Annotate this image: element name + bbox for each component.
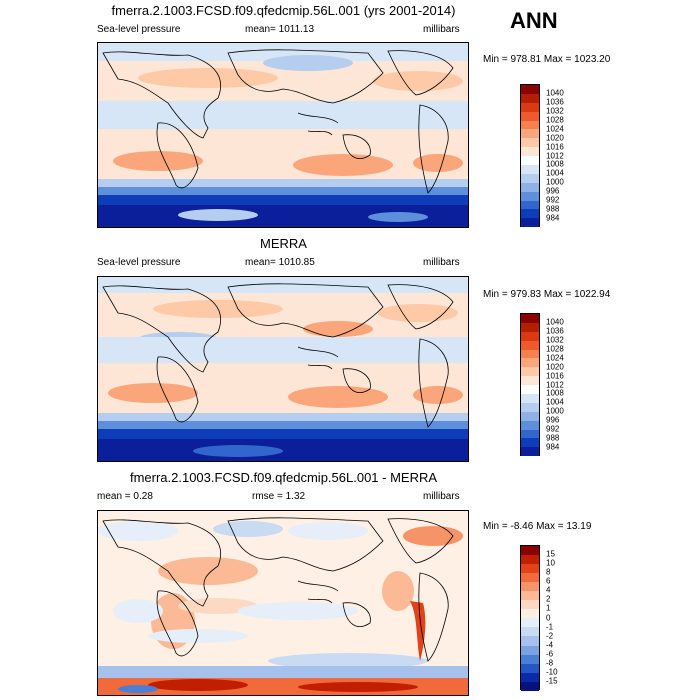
- colorbar-tick-label: 1020: [546, 133, 564, 143]
- panel2-colorbar: [520, 313, 540, 457]
- colorbar-tick-label: 8: [546, 567, 551, 577]
- colorbar-tick-label: 1016: [546, 371, 564, 381]
- panel1-colorbar: [520, 84, 540, 228]
- panel2-mean-label: mean= 1010.85: [245, 257, 315, 268]
- panel2-title: MERRA: [260, 236, 307, 251]
- colorbar-tick-label: 996: [546, 415, 560, 425]
- colorbar-tick-label: -4: [546, 640, 554, 650]
- colorbar-tick-label: 1032: [546, 106, 564, 116]
- colorbar-tick-label: 988: [546, 433, 560, 443]
- panel1-mean-label: mean= 1011.13: [245, 24, 315, 35]
- panel3-rmse-label: rmse = 1.32: [252, 491, 306, 502]
- colorbar-tick-label: 984: [546, 442, 560, 452]
- colorbar-tick-label: 1020: [546, 362, 564, 372]
- panel1-units-label: millibars: [423, 24, 460, 35]
- colorbar-tick-label: 1012: [546, 151, 564, 160]
- panel3-units-label: millibars: [423, 491, 460, 502]
- colorbar-tick-label: 10: [546, 558, 555, 568]
- colorbar-tick-label: -15: [546, 676, 558, 686]
- panel2-map: [97, 276, 469, 462]
- panel1-variable-label: Sea-level pressure: [97, 24, 181, 35]
- colorbar-tick-label: 996: [546, 186, 560, 196]
- colorbar-tick-label: -1: [546, 622, 554, 632]
- colorbar-tick-label: 1: [546, 603, 551, 613]
- colorbar-tick-label: 6: [546, 576, 551, 586]
- colorbar-tick-label: 1012: [546, 380, 564, 389]
- colorbar-tick-label: 1016: [546, 142, 564, 152]
- colorbar-tick-label: 984: [546, 213, 560, 223]
- panel2-units-label: millibars: [423, 257, 460, 268]
- panel2-minmax-label: Min = 979.83 Max = 1022.94: [483, 289, 611, 300]
- colorbar-tick-label: -10: [546, 667, 558, 677]
- panel2-variable-label: Sea-level pressure: [97, 257, 181, 268]
- panel3-map: [97, 510, 469, 696]
- colorbar-tick-label: -8: [546, 658, 554, 668]
- season-label: ANN: [510, 8, 558, 33]
- colorbar-tick-label: 15: [546, 549, 555, 559]
- colorbar-tick-label: 1008: [546, 388, 564, 398]
- panel3-minmax-label: Min = -8.46 Max = 13.19: [483, 521, 592, 532]
- colorbar-tick-label: 0: [546, 613, 551, 622]
- colorbar-tick-label: 1004: [546, 397, 564, 407]
- colorbar-tick-label: -2: [546, 631, 554, 641]
- colorbar-tick-label: 2: [546, 594, 551, 604]
- colorbar-tick-label: 1004: [546, 168, 564, 178]
- panel1-map: [97, 42, 469, 228]
- colorbar-tick-label: 1000: [546, 406, 564, 416]
- colorbar-tick-label: 988: [546, 204, 560, 214]
- panel3-colorbar: [520, 545, 540, 691]
- panel3-mean-label: mean = 0.28: [97, 491, 153, 502]
- colorbar-tick-label: 1040: [546, 317, 564, 327]
- colorbar-tick-label: 992: [546, 424, 560, 434]
- panel3-title: fmerra.2.1003.FCSD.f09.qfedcmip.56L.001 …: [129, 470, 438, 485]
- colorbar-tick-label: 1032: [546, 335, 564, 345]
- colorbar-tick-label: 1040: [546, 88, 564, 98]
- panel1-minmax-label: Min = 978.81 Max = 1023.20: [483, 54, 611, 65]
- colorbar-tick-label: -6: [546, 649, 554, 659]
- colorbar-tick-label: 1028: [546, 115, 564, 125]
- colorbar-tick-label: 1024: [546, 124, 564, 134]
- colorbar-tick-label: 1000: [546, 177, 564, 187]
- panel1-title: fmerra.2.1003.FCSD.f09.qfedcmip.56L.001 …: [111, 3, 456, 18]
- colorbar-tick-label: 4: [546, 585, 551, 595]
- colorbar-tick-label: 1028: [546, 344, 564, 354]
- colorbar-tick-label: 1036: [546, 326, 564, 336]
- colorbar-tick-label: 1008: [546, 159, 564, 169]
- colorbar-tick-label: 1024: [546, 353, 564, 363]
- colorbar-tick-label: 992: [546, 195, 560, 205]
- colorbar-tick-label: 1036: [546, 97, 564, 107]
